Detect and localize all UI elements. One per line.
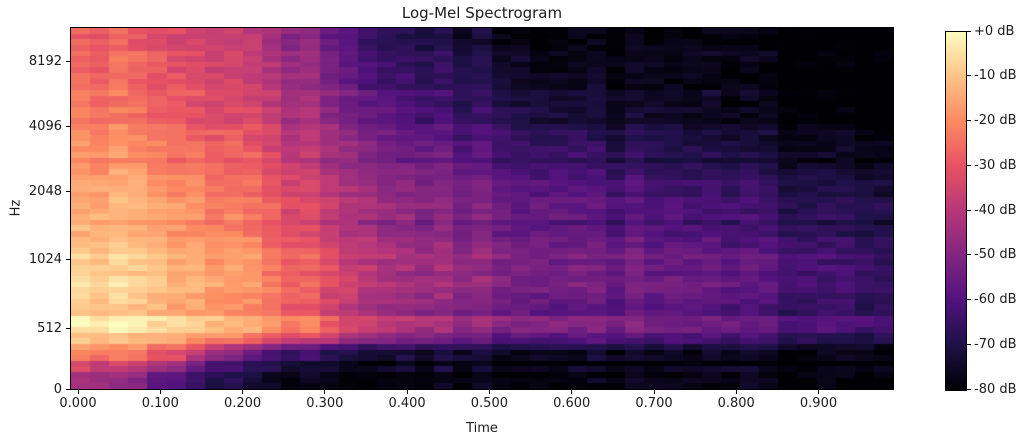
y-tick-label: 1024: [28, 251, 62, 267]
colorbar-tick-label: -40 dB: [974, 202, 1017, 218]
x-tick-label: 0.000: [59, 396, 97, 411]
y-tick-mark: [66, 190, 70, 192]
colorbar-tick-label: -20 dB: [974, 113, 1017, 128]
x-tick-mark: [735, 390, 737, 394]
spectrogram-heatmap: [71, 28, 893, 389]
y-tick-label: 512: [37, 320, 62, 336]
y-tick-label: 8192: [28, 54, 62, 70]
colorbar-tick-label: -80 dB: [974, 381, 1017, 397]
colorbar-tick-mark: [967, 343, 971, 345]
colorbar-tick-label: -60 dB: [974, 292, 1017, 307]
colorbar-tick-mark: [967, 164, 971, 166]
colorbar-tick-label: +0 dB: [974, 23, 1015, 39]
chart-title: Log-Mel Spectrogram: [401, 4, 563, 22]
colorbar: [945, 31, 967, 391]
y-tick-mark: [66, 327, 70, 329]
y-tick-mark: [66, 388, 70, 390]
colorbar-tick-label: -30 dB: [974, 157, 1017, 173]
colorbar-tick-mark: [967, 388, 971, 390]
x-tick-mark: [406, 390, 408, 394]
x-tick-label: 0.600: [553, 396, 591, 411]
y-tick-label: 2048: [28, 183, 62, 199]
x-tick-label: 0.300: [306, 396, 344, 411]
colorbar-tick-mark: [967, 254, 971, 256]
x-tick-label: 0.800: [717, 396, 755, 411]
x-tick-label: 0.700: [635, 396, 673, 411]
x-tick-label: 0.400: [388, 396, 426, 411]
x-tick-label: 0.100: [141, 396, 179, 411]
x-tick-mark: [488, 390, 490, 394]
y-tick-label: 4096: [28, 118, 62, 134]
x-tick-mark: [159, 390, 161, 394]
colorbar-tick-label: -10 dB: [974, 68, 1017, 84]
x-tick-label: 0.500: [470, 396, 508, 411]
x-axis-label: Time: [466, 421, 498, 436]
colorbar-tick-mark: [967, 120, 971, 121]
colorbar-tick-mark: [967, 30, 971, 32]
y-tick-label: 0: [53, 381, 62, 397]
y-tick-mark: [66, 125, 70, 127]
x-tick-mark: [242, 390, 244, 394]
y-tick-mark: [66, 258, 70, 260]
y-tick-mark: [66, 61, 70, 63]
x-tick-mark: [324, 390, 326, 394]
x-tick-mark: [77, 390, 79, 394]
colorbar-tick-label: -70 dB: [974, 336, 1017, 352]
x-tick-mark: [653, 390, 655, 394]
x-tick-label: 0.200: [223, 396, 262, 411]
x-tick-mark: [818, 390, 819, 394]
x-tick-mark: [571, 390, 573, 394]
colorbar-tick-label: -50 dB: [974, 247, 1017, 263]
colorbar-tick-mark: [967, 75, 971, 77]
spectrogram-plot: [70, 27, 894, 390]
colorbar-tick-mark: [967, 209, 971, 211]
colorbar-tick-mark: [967, 299, 971, 300]
x-tick-label: 0.900: [799, 396, 838, 411]
